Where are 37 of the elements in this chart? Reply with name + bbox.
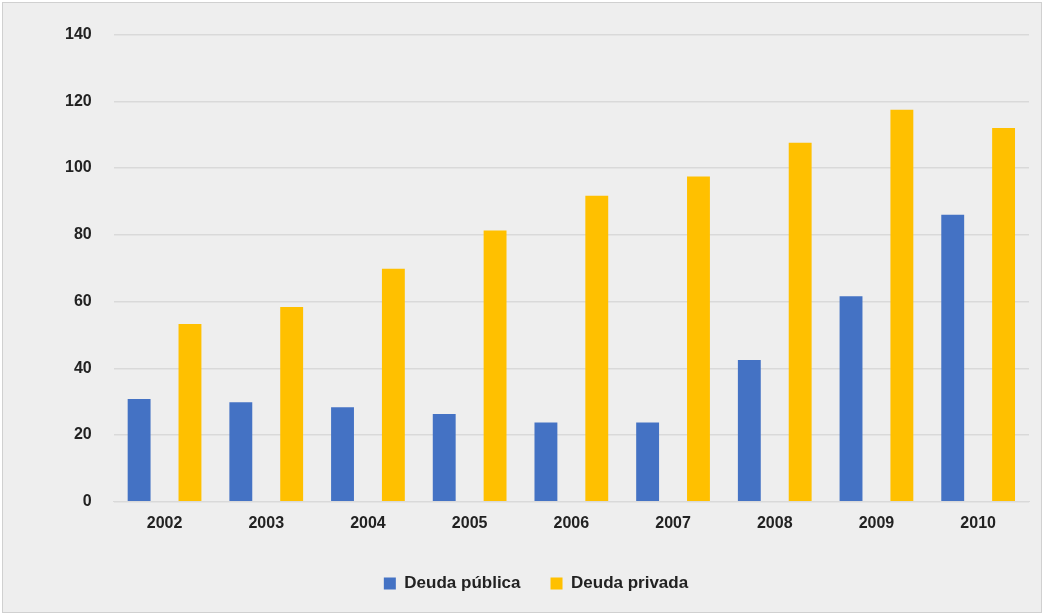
bar (331, 407, 354, 502)
x-tick-label: 2003 (248, 513, 285, 531)
x-tick-label: 2007 (655, 513, 691, 531)
bar (127, 399, 151, 502)
bar (941, 214, 965, 502)
bar (585, 195, 609, 502)
bar (432, 414, 456, 502)
bar (687, 176, 710, 502)
bar (483, 230, 507, 502)
legend-label: Deuda pública (404, 573, 522, 593)
y-tick-label: 0 (82, 492, 92, 510)
y-tick-label: 60 (73, 291, 92, 309)
x-tick-label: 2008 (756, 513, 793, 531)
legend-label: Deuda privada (571, 573, 689, 593)
y-tick-label: 80 (73, 225, 92, 243)
x-tick-label: 2010 (960, 513, 997, 531)
bar (280, 306, 304, 502)
bar (992, 128, 1016, 502)
bar (890, 109, 914, 502)
x-tick-label: 2005 (451, 513, 488, 531)
y-tick-label: 140 (64, 25, 92, 43)
x-tick-label: 2004 (350, 513, 386, 531)
bar (636, 422, 660, 502)
y-tick-label: 40 (73, 358, 92, 376)
y-tick-label: 20 (73, 425, 92, 443)
y-tick-label: 100 (64, 158, 92, 176)
bar (178, 323, 202, 502)
y-tick-label: 120 (64, 91, 92, 109)
bar (534, 422, 558, 502)
bar (229, 402, 253, 502)
x-tick-label: 2006 (553, 513, 590, 531)
bar (381, 268, 405, 502)
bar (788, 142, 812, 502)
x-tick-label: 2002 (146, 513, 183, 531)
bar (839, 296, 863, 502)
x-tick-label: 2009 (858, 513, 895, 531)
bar (737, 359, 761, 502)
